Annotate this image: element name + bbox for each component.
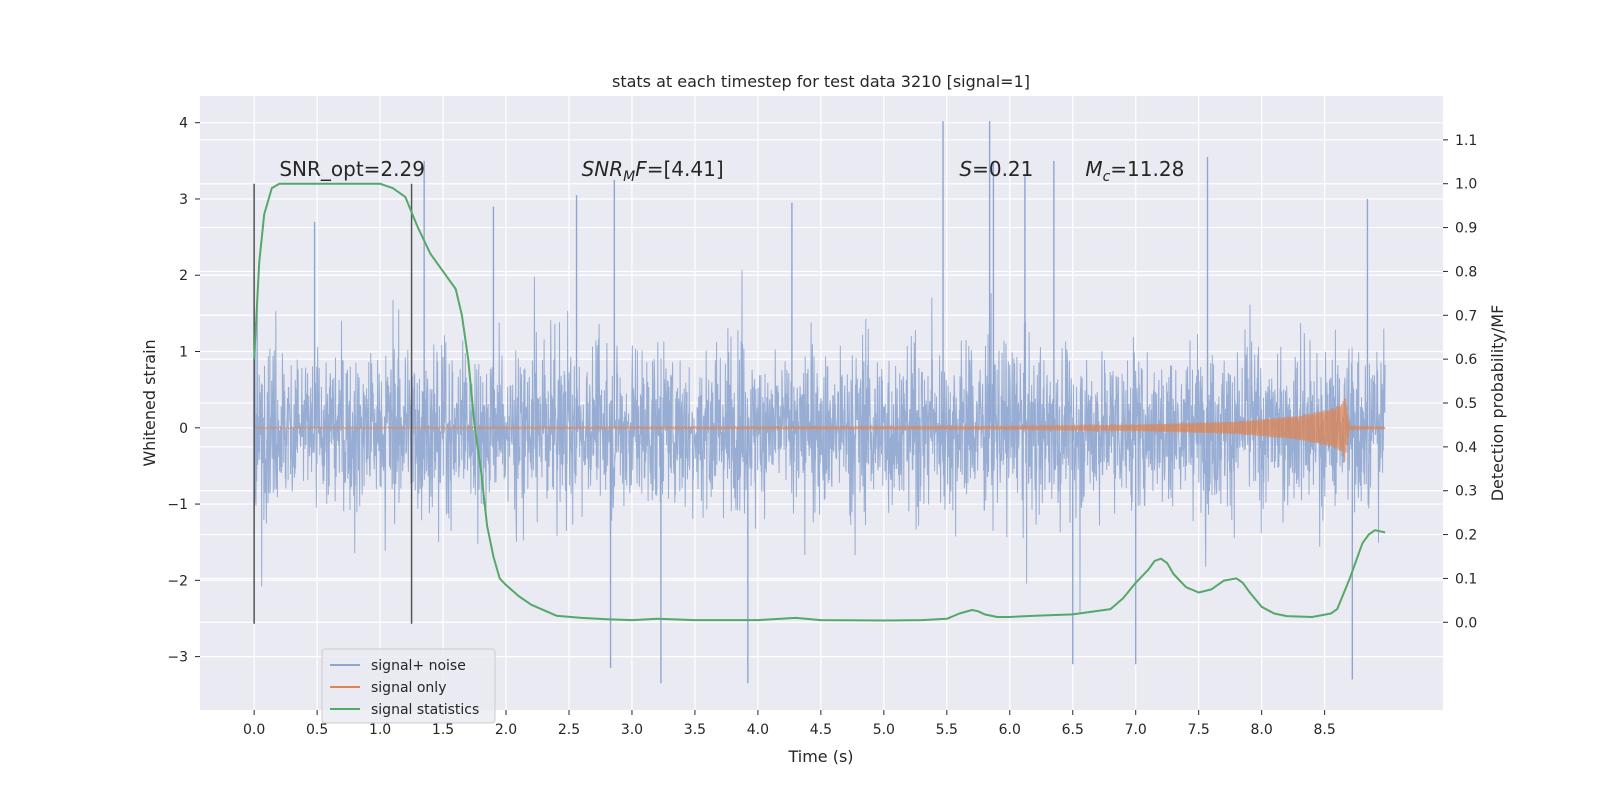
y-right-tick-label: 0.2 bbox=[1455, 528, 1477, 544]
x-tick-label: 4.5 bbox=[810, 722, 832, 738]
signal-only-series bbox=[253, 397, 1386, 462]
annotation-part: S bbox=[959, 157, 972, 181]
x-tick-label: 1.0 bbox=[369, 722, 391, 738]
y-right-tick-label: 0.1 bbox=[1455, 571, 1477, 587]
annotation-part: =0.21 bbox=[972, 157, 1033, 181]
annotation-part: =[4.41] bbox=[647, 157, 724, 181]
x-tick-label: 3.5 bbox=[684, 722, 706, 738]
annotations: SNR_opt=2.29 SNRMF=[4.41] S=0.21 Mc=11.28 bbox=[279, 157, 1184, 185]
y-left-tick-label: 1 bbox=[179, 345, 188, 361]
x-axis-ticks: 0.0 0.5 1.0 1.5 2.0 2.5 3.0 3.5 4.0 4.5 5.0 5.5 6.0 6… bbox=[243, 710, 1336, 738]
legend-label-signal-only: signal only bbox=[371, 680, 446, 696]
annotation-text: SNRMF=[4.41] bbox=[582, 157, 724, 185]
x-tick-label: 8.0 bbox=[1251, 722, 1273, 738]
y-left-tick-label: 0 bbox=[179, 421, 188, 437]
x-tick-label: 2.0 bbox=[495, 722, 517, 738]
x-tick-label: 7.0 bbox=[1125, 722, 1147, 738]
chart-title: stats at each timestep for test data 321… bbox=[612, 72, 1030, 91]
y-right-tick-label: 0.8 bbox=[1455, 264, 1477, 280]
legend-label-signal-noise: signal+ noise bbox=[371, 658, 466, 674]
y-left-axis-ticks: −3 −2 −1 0 1 2 3 4 bbox=[167, 116, 200, 666]
legend: signal+ noise signal only signal statist… bbox=[321, 648, 496, 724]
annotation-part: SNR_opt=2.29 bbox=[279, 157, 425, 181]
y-right-tick-label: 0.9 bbox=[1455, 221, 1477, 237]
x-tick-label: 5.0 bbox=[873, 722, 895, 738]
x-tick-label: 2.5 bbox=[558, 722, 580, 738]
annotation-part: M bbox=[1085, 157, 1102, 181]
y-right-tick-label: 0.4 bbox=[1455, 440, 1477, 456]
annotation-part: =11.28 bbox=[1110, 157, 1184, 181]
signal-only-line bbox=[253, 397, 1386, 462]
annotation-part: c bbox=[1103, 169, 1111, 185]
signal-statistics-line bbox=[253, 182, 1386, 622]
x-tick-label: 0.5 bbox=[306, 722, 328, 738]
y-left-tick-label: −2 bbox=[167, 573, 188, 589]
y-right-tick-label: 0.6 bbox=[1455, 352, 1477, 368]
x-tick-label: 8.5 bbox=[1313, 722, 1335, 738]
annotation-text: S=0.21 bbox=[959, 157, 1033, 181]
y-left-tick-label: 3 bbox=[179, 192, 188, 208]
y-left-tick-label: −1 bbox=[167, 497, 188, 513]
annotation-part: F bbox=[635, 157, 647, 181]
y-right-tick-label: 0.7 bbox=[1455, 308, 1477, 324]
x-tick-label: 0.0 bbox=[243, 722, 265, 738]
signal-statistics-series bbox=[253, 182, 1386, 622]
y-right-tick-label: 1.1 bbox=[1455, 133, 1477, 149]
x-tick-label: 5.5 bbox=[936, 722, 958, 738]
y-right-tick-label: 1.0 bbox=[1455, 177, 1477, 193]
vertical-lines bbox=[253, 183, 413, 624]
y-right-axis-ticks: 0.0 0.1 0.2 0.3 0.4 0.5 0.6 0.7 0.8 0.9 1.0 1.1 bbox=[1443, 133, 1477, 631]
annotation-text: SNR_opt=2.29 bbox=[279, 157, 425, 181]
y-right-tick-label: 0.0 bbox=[1455, 615, 1477, 631]
x-tick-label: 6.0 bbox=[999, 722, 1021, 738]
x-tick-label: 3.0 bbox=[621, 722, 643, 738]
annotation-part: M bbox=[623, 169, 635, 185]
y-left-axis-label: Whitened strain bbox=[140, 339, 159, 466]
x-tick-label: 4.0 bbox=[747, 722, 769, 738]
y-right-axis-label: Detection probability/MF bbox=[1488, 305, 1507, 502]
legend-label-signal-statistics: signal statistics bbox=[371, 702, 479, 718]
y-left-tick-label: 4 bbox=[179, 116, 188, 132]
annotation-part: SNR bbox=[582, 157, 624, 181]
x-tick-label: 1.5 bbox=[432, 722, 454, 738]
x-tick-label: 7.5 bbox=[1188, 722, 1210, 738]
annotation-text: Mc=11.28 bbox=[1085, 157, 1184, 185]
x-tick-label: 6.5 bbox=[1062, 722, 1084, 738]
y-right-tick-label: 0.5 bbox=[1455, 396, 1477, 412]
signal-noise-line bbox=[253, 270, 1386, 613]
signal-noise-series bbox=[253, 121, 1386, 684]
x-axis-label: Time (s) bbox=[787, 747, 853, 766]
y-left-tick-label: −3 bbox=[167, 650, 188, 666]
legend-box bbox=[321, 648, 496, 724]
y-left-tick-label: 2 bbox=[179, 268, 188, 284]
y-right-tick-label: 0.3 bbox=[1455, 484, 1477, 500]
